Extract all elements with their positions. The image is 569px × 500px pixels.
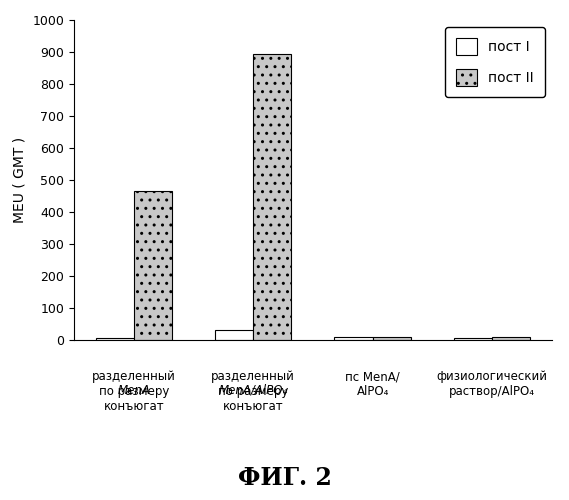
Bar xyxy=(134,191,172,340)
Legend: пост I, пост II: пост I, пост II xyxy=(445,27,545,97)
Text: разделенный
по размеру
конъюгат: разделенный по размеру конъюгат xyxy=(92,370,176,414)
Bar xyxy=(96,338,134,340)
Text: разделенный
по размеру
конъюгат: разделенный по размеру конъюгат xyxy=(211,370,295,414)
Y-axis label: MEU ( GMT ): MEU ( GMT ) xyxy=(13,137,27,223)
Text: физиологический
раствор/AlPO₄: физиологический раствор/AlPO₄ xyxy=(436,370,547,398)
Text: ФИГ. 2: ФИГ. 2 xyxy=(238,466,331,490)
Bar xyxy=(492,337,530,340)
Bar xyxy=(253,54,291,340)
Text: MenA: MenA xyxy=(117,384,150,397)
Bar xyxy=(215,330,253,340)
Text: MenA/AlPO₄: MenA/AlPO₄ xyxy=(218,384,288,397)
Bar xyxy=(335,338,373,340)
Text: пс MenA/
AlPO₄: пс MenA/ AlPO₄ xyxy=(345,370,400,398)
Bar xyxy=(373,338,411,340)
Bar xyxy=(454,338,492,340)
